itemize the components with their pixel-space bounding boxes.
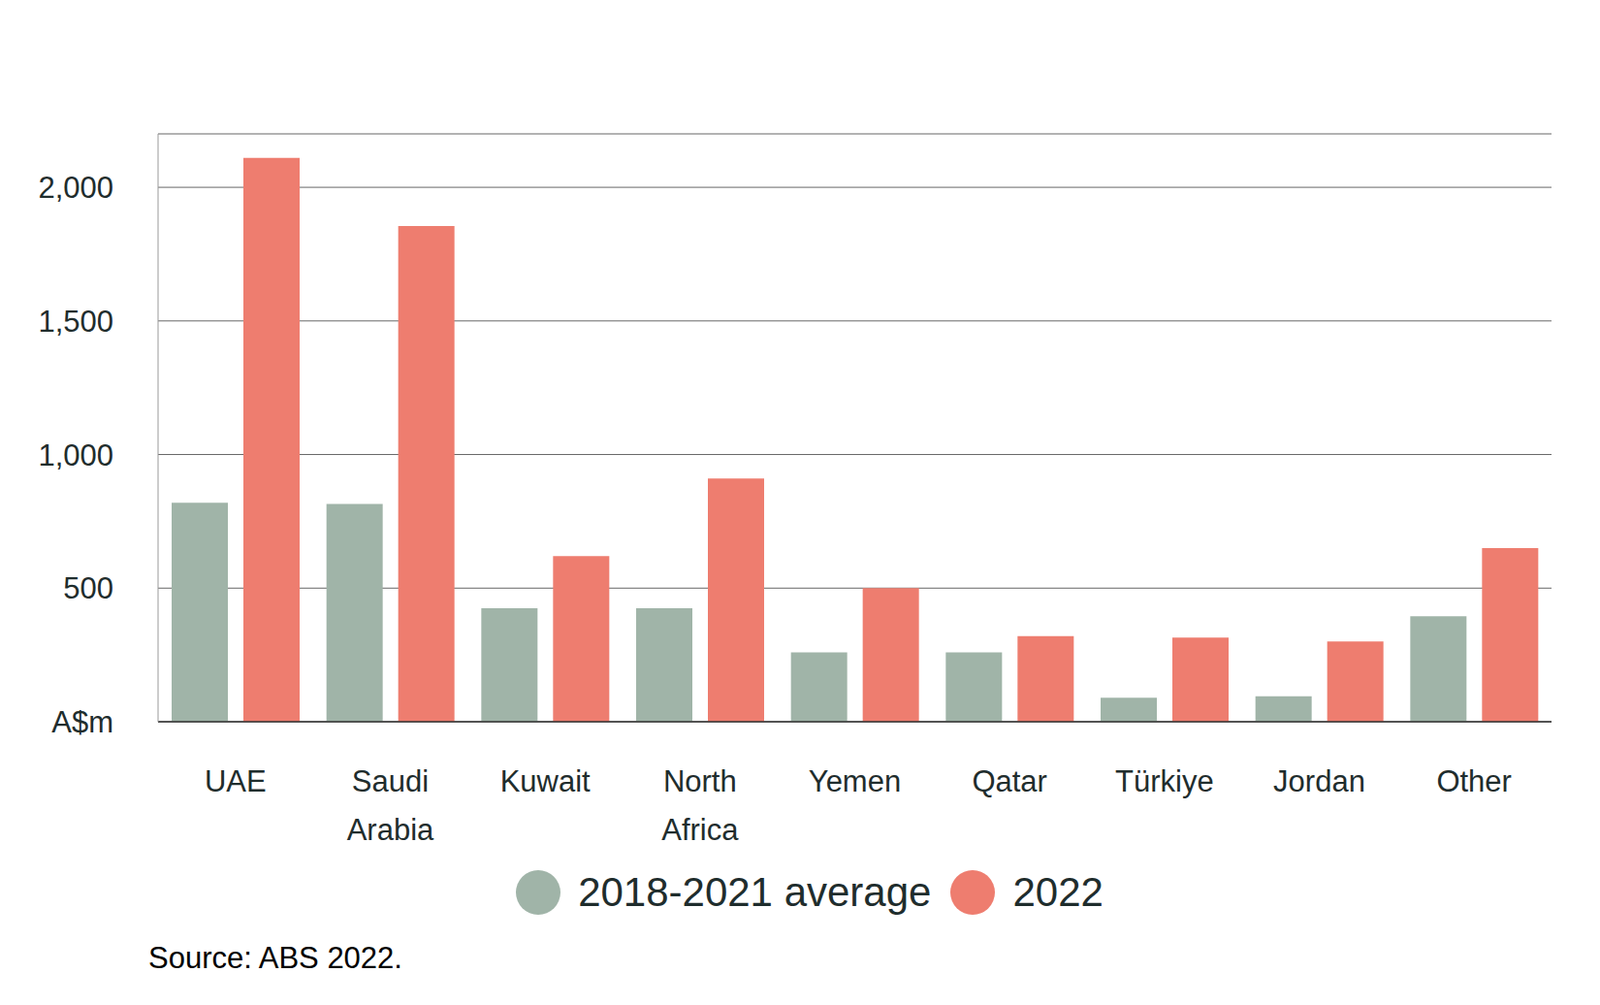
html-text:Source: ABS 2022.: Source: ABS 2022.	[148, 940, 403, 975]
svg-text:Jordan: Jordan	[1273, 764, 1366, 799]
svg-text:Qatar: Qatar	[971, 764, 1048, 799]
svg-text:Türkiye: Türkiye	[1115, 764, 1215, 799]
svg-text:SaudiArabia: SaudiArabia	[347, 764, 435, 847]
html-text:2022: 2022	[1012, 868, 1104, 915]
svg-text:Kuwait: Kuwait	[500, 764, 591, 799]
svg-text:NorthAfrica: NorthAfrica	[661, 764, 739, 847]
svg-text:1,000: 1,000	[37, 438, 114, 473]
svg-text:UAE: UAE	[204, 764, 267, 799]
svg-text:Other: Other	[1436, 764, 1512, 799]
html-text:2018-2021 average: 2018-2021 average	[578, 868, 932, 915]
svg-text:Yemen: Yemen	[808, 764, 901, 799]
svg-text:A$m: A$m	[51, 704, 114, 739]
svg-text:1,500: 1,500	[37, 304, 114, 339]
svg-text:500: 500	[63, 571, 114, 606]
svg-text:2,000: 2,000	[37, 170, 114, 205]
